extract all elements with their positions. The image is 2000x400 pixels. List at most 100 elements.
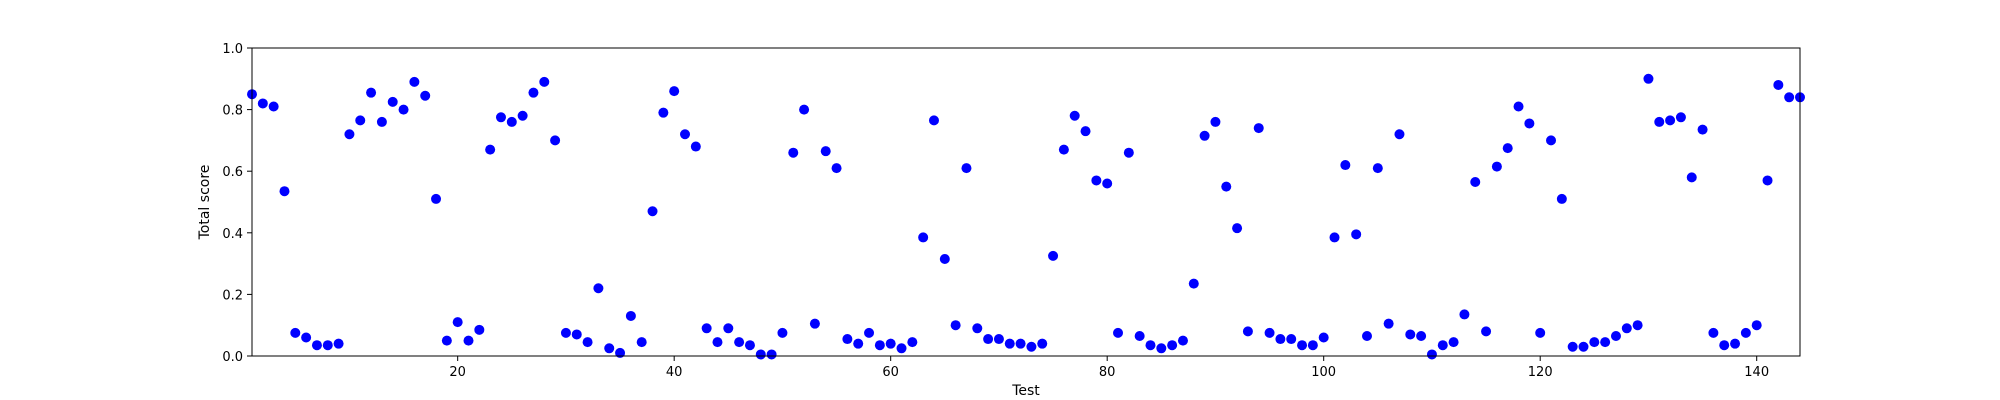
data-point [1589,337,1600,348]
data-point [1221,181,1232,192]
data-point [1372,163,1383,174]
data-point [1351,229,1362,240]
y-tick-label: 0.2 [222,288,243,303]
data-point [1026,341,1037,352]
data-point [1340,160,1351,171]
y-axis-ticks: 0.0 0.2 0.4 0.6 0.8 1.0 [222,42,252,365]
data-point [1188,278,1199,289]
x-tick-label: 40 [666,365,683,380]
data-point [290,327,301,338]
x-tick-label: 120 [1528,365,1553,380]
data-point [1762,175,1773,186]
data-point [1556,193,1567,204]
data-point [420,90,431,101]
data-point [809,318,820,329]
data-point [625,310,636,321]
x-tick-label: 60 [882,365,899,380]
data-point [831,163,842,174]
data-point [1426,349,1437,360]
data-point [853,338,864,349]
data-point [744,340,755,351]
y-tick-label: 0.4 [222,227,243,242]
data-point [939,253,950,264]
data-point [506,116,517,127]
data-point [604,343,615,354]
data-point [874,340,885,351]
data-point [301,332,312,343]
data-points [247,73,1805,360]
data-point [1665,115,1676,126]
data-point [777,327,788,338]
data-point [1210,116,1221,127]
x-axis-ticks: 20 40 60 80 100 120 140 [449,356,1769,380]
data-point [928,115,939,126]
data-point [1167,340,1178,351]
data-point [1610,330,1621,341]
data-point [842,334,853,345]
data-point [1102,178,1113,189]
data-point [452,317,463,328]
data-point [1740,327,1751,338]
data-point [1784,92,1795,103]
plot-frame [251,47,1801,357]
data-point [885,338,896,349]
data-point [1394,129,1405,140]
data-point [1058,144,1069,155]
data-point [907,337,918,348]
data-point [636,337,647,348]
data-point [690,141,701,152]
data-point [571,329,582,340]
data-point [755,349,766,360]
data-point [1069,110,1080,121]
data-point [669,86,680,97]
data-point [387,96,398,107]
data-point [712,337,723,348]
data-point [1632,320,1643,331]
data-point [528,87,539,98]
data-point [1123,147,1134,158]
data-point [983,334,994,345]
data-point [1437,340,1448,351]
data-point [1719,340,1730,351]
data-point [279,186,290,197]
data-point [1361,330,1372,341]
data-point [517,110,528,121]
data-point [1686,172,1697,183]
x-tick-label: 80 [1099,365,1116,380]
data-point [1448,337,1459,348]
data-point [723,323,734,334]
data-point [1297,340,1308,351]
data-point [1134,330,1145,341]
data-point [582,337,593,348]
data-point [820,146,831,157]
data-point [1524,118,1535,129]
data-point [1080,126,1091,137]
data-point [268,101,279,112]
data-point [1405,329,1416,340]
data-point [257,98,268,109]
data-point [495,112,506,123]
data-point [441,335,452,346]
data-point [376,116,387,127]
data-point [333,338,344,349]
data-point [1773,79,1784,90]
data-point [539,76,550,87]
data-point [993,334,1004,345]
data-point [311,340,322,351]
data-point [593,283,604,294]
data-point [1264,327,1275,338]
data-point [1383,318,1394,329]
data-point [1113,327,1124,338]
y-tick-label: 0.8 [222,104,243,119]
data-point [322,340,333,351]
data-point [1491,161,1502,172]
data-point [734,337,745,348]
data-point [1578,341,1589,352]
data-point [766,349,777,360]
data-point [1286,334,1297,345]
data-point [560,327,571,338]
data-point [463,335,474,346]
y-tick-label: 0.0 [222,350,243,365]
data-point [1275,334,1286,345]
